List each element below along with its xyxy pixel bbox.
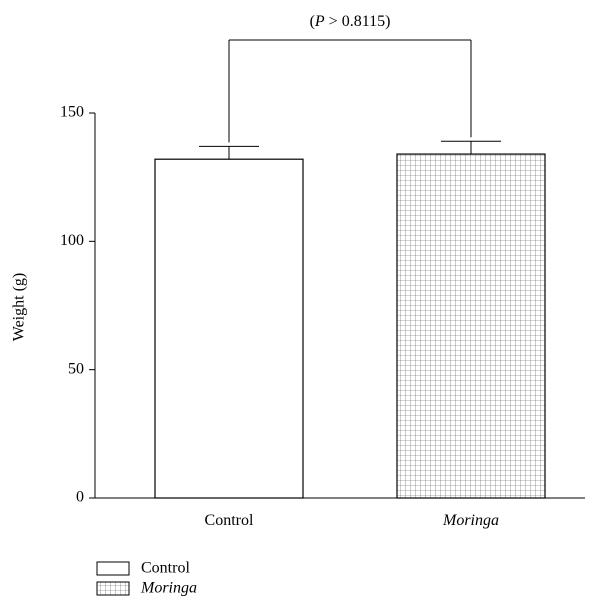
x-category-label: Control [205,512,254,529]
x-category-label: Moringa [442,512,499,529]
p-value-label: (P > 0.8115) [310,13,391,30]
error-bars [199,140,501,160]
significance-annotation: (P > 0.8115) [228,13,472,143]
y-tick-label: 0 [76,489,84,506]
legend-label-control: Control [141,560,190,577]
y-tick-label: 100 [60,232,84,249]
legend-swatch-control [96,561,130,576]
legend-label-moringa: Moringa [140,580,197,597]
legend-swatch-moringa [96,581,130,596]
y-tick-label: 50 [68,360,84,377]
bar-control [154,158,304,499]
legend: Control Moringa [96,560,197,597]
y-tick-label: 150 [60,104,84,121]
y-axis-title: Weight (g) [11,273,28,341]
bars [154,153,546,499]
bar-moringa [396,153,546,499]
